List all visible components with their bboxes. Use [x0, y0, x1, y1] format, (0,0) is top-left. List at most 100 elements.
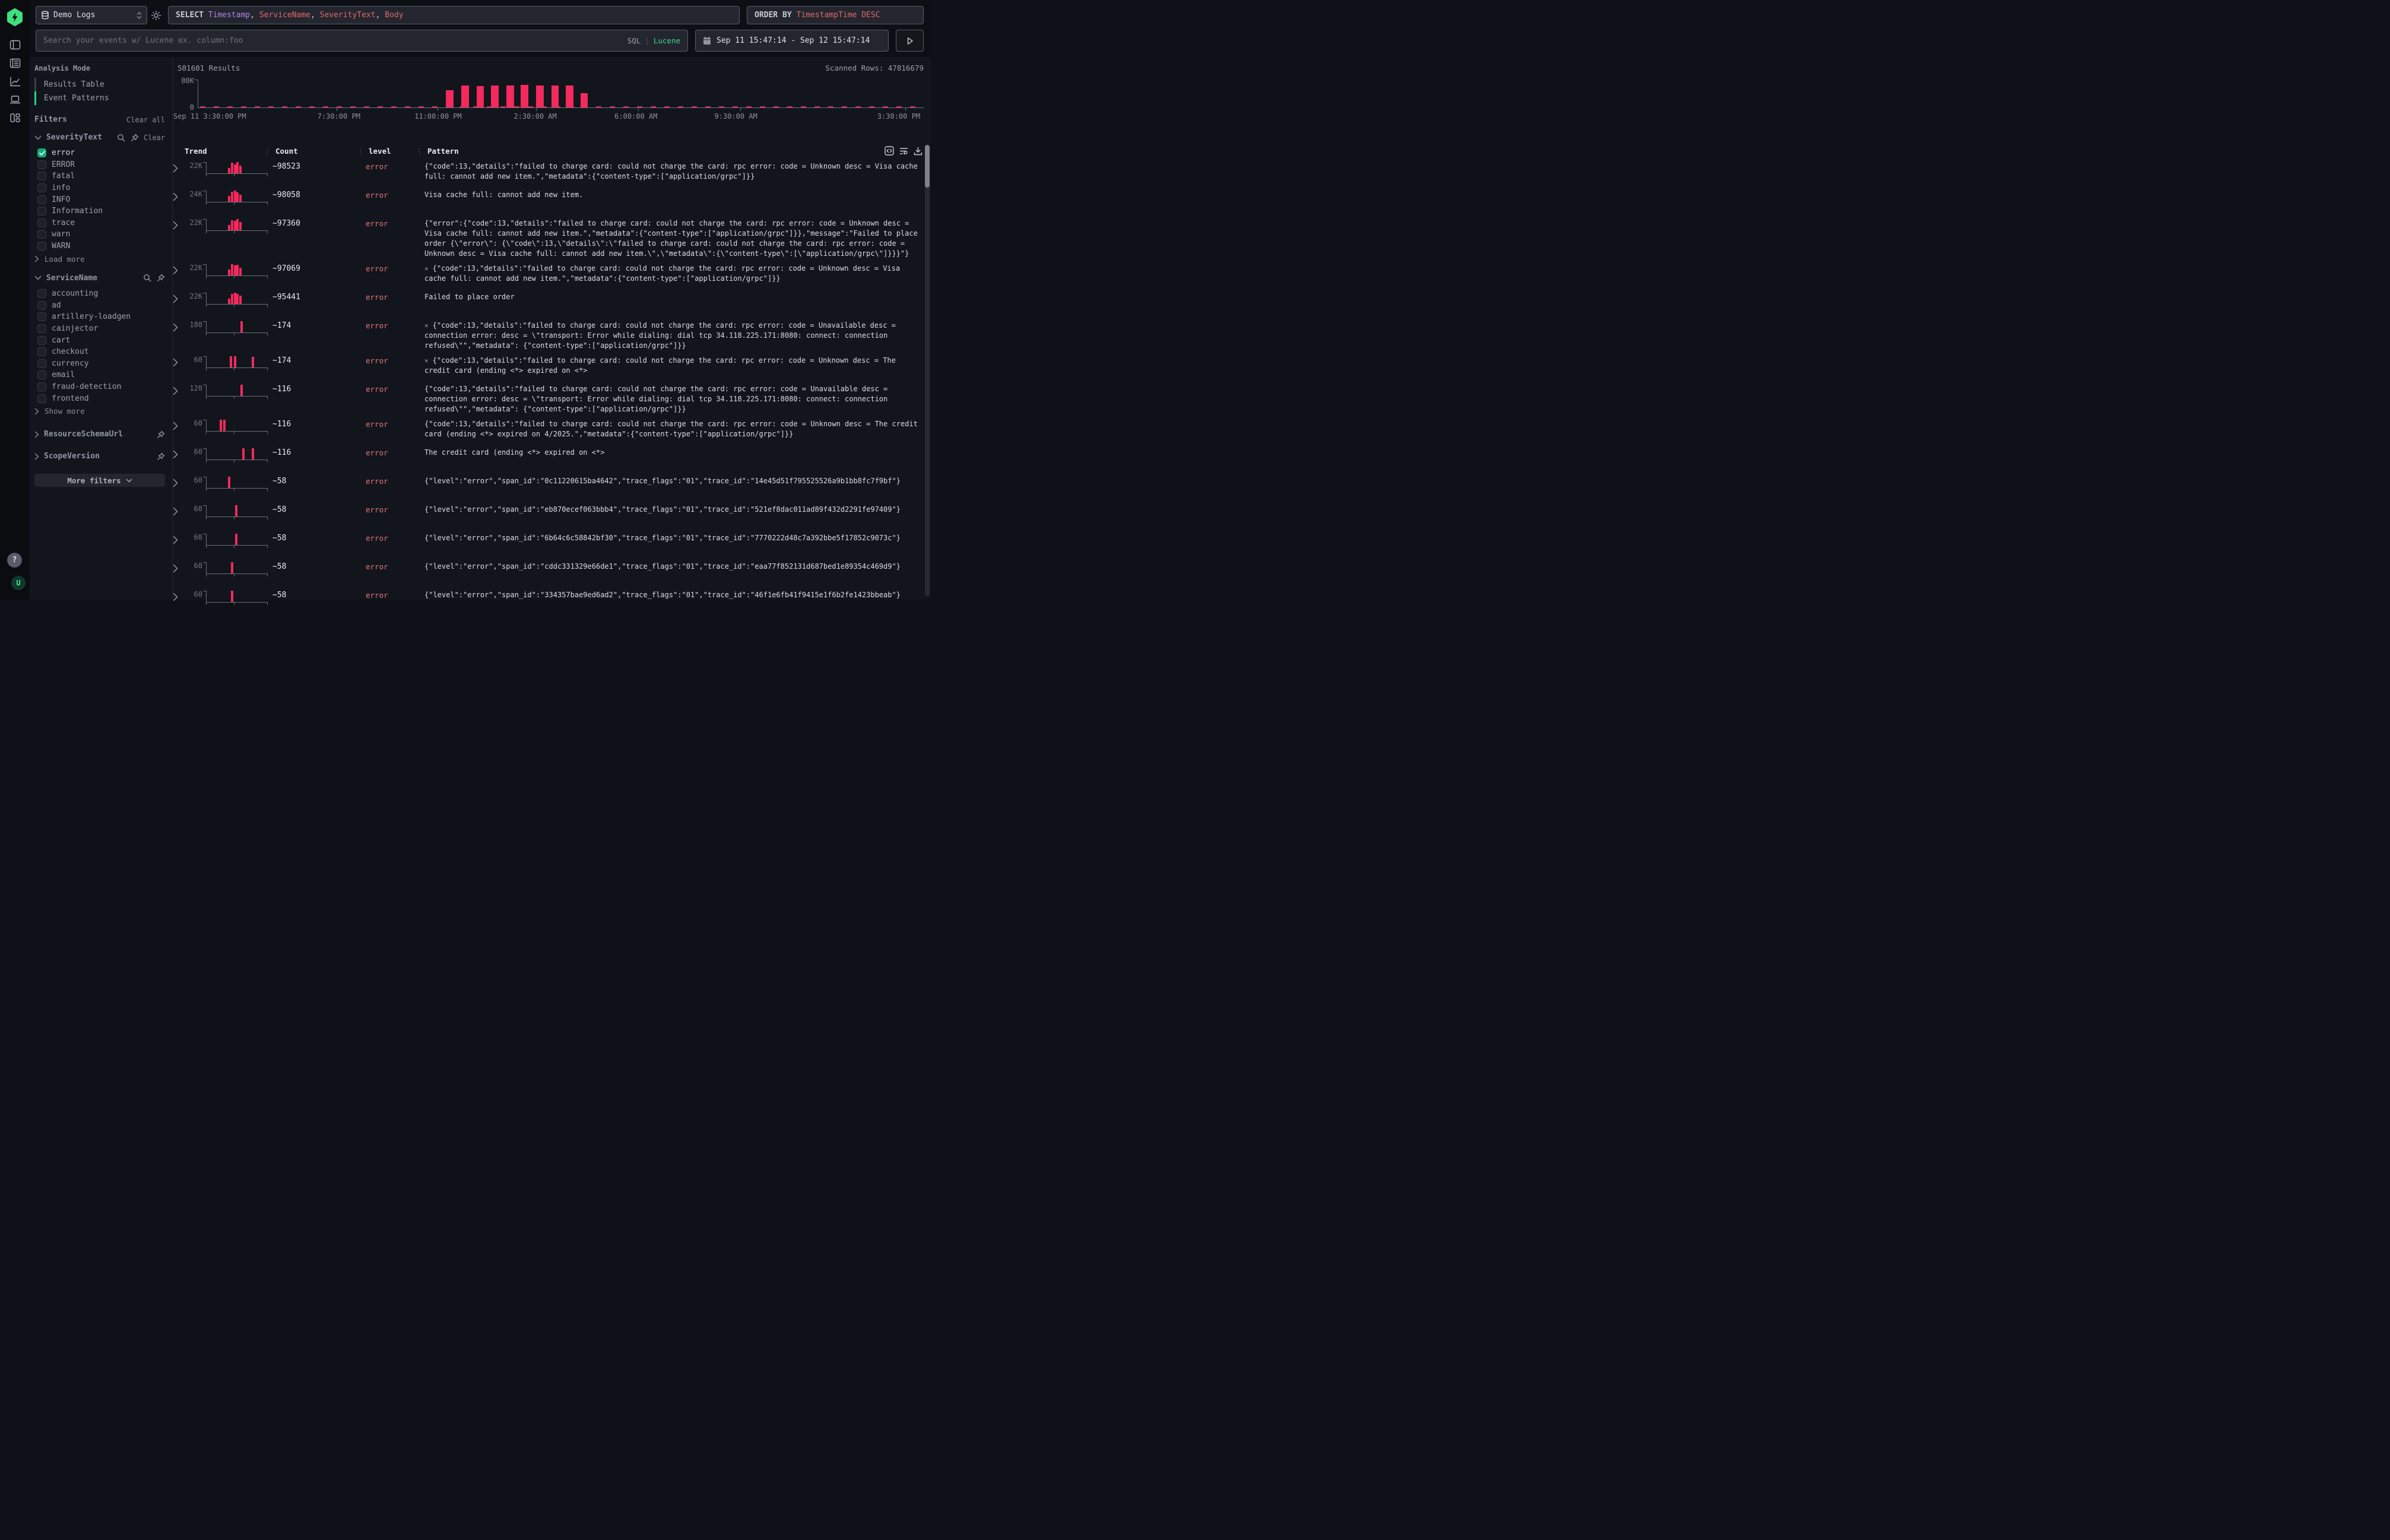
pin-icon[interactable]	[131, 134, 139, 142]
search-input[interactable]: Search your events w/ Lucene ex. column:…	[36, 30, 688, 52]
column-divider-icon[interactable]: ⋮	[416, 147, 423, 155]
histogram-bar[interactable]	[551, 85, 559, 107]
facet-header-SeverityText[interactable]: SeverityText Clear	[34, 133, 165, 142]
row-pattern[interactable]: {"error":{"code":13,"details":"failed to…	[424, 218, 931, 259]
expand-row-button[interactable]	[173, 504, 185, 516]
code-view-icon[interactable]	[885, 146, 894, 156]
facet-header-ServiceName[interactable]: ServiceName	[34, 274, 165, 283]
search-icon[interactable]	[117, 134, 125, 142]
facet-collapsed-ResourceSchemaUrl[interactable]: ResourceSchemaUrl	[34, 430, 165, 439]
row-pattern[interactable]: {"code":13,"details":"failed to charge c…	[424, 161, 931, 182]
source-select[interactable]: Demo Logs	[36, 6, 147, 24]
filter-option-warn[interactable]: warn	[34, 229, 165, 240]
expand-row-button[interactable]	[173, 590, 185, 601]
scrollbar-thumb[interactable]	[925, 145, 930, 188]
filter-option-checkout[interactable]: checkout	[34, 346, 165, 358]
sessions-icon[interactable]	[9, 95, 21, 104]
scrollbar-track[interactable]	[925, 145, 930, 596]
checkbox[interactable]	[37, 183, 46, 193]
gear-icon[interactable]	[151, 10, 161, 21]
histogram-bar[interactable]	[506, 85, 514, 107]
logs-icon[interactable]	[9, 58, 21, 68]
row-pattern[interactable]: {"code":13,"details":"failed to charge c…	[424, 384, 931, 414]
filter-option-INFO[interactable]: INFO	[34, 194, 165, 205]
filter-option-trace[interactable]: trace	[34, 217, 165, 229]
pin-icon[interactable]	[157, 274, 165, 282]
clear-all-filters[interactable]: Clear all	[126, 115, 165, 124]
expand-row-button[interactable]	[173, 161, 185, 173]
expand-row-button[interactable]	[173, 291, 185, 303]
pin-icon[interactable]	[157, 452, 165, 461]
row-pattern[interactable]: Visa cache full: cannot add new item.	[424, 190, 931, 200]
histogram-bar[interactable]	[521, 84, 529, 107]
results-histogram[interactable]: 80K 0 Sep 11 3:30:00 PM 7:30:00 PM 11:00:0…	[173, 77, 924, 122]
download-icon[interactable]	[914, 147, 923, 156]
checkbox[interactable]	[37, 207, 46, 216]
histogram-bar[interactable]	[446, 90, 454, 107]
histogram-bar[interactable]	[491, 85, 499, 107]
row-pattern[interactable]: The credit card (ending <*> expired on <…	[424, 448, 931, 458]
filter-option-WARN[interactable]: WARN	[34, 240, 165, 252]
filter-option-frontend[interactable]: frontend	[34, 392, 165, 404]
user-avatar[interactable]: U	[11, 576, 26, 590]
expand-row-button[interactable]	[173, 561, 185, 573]
checkbox[interactable]	[37, 172, 46, 181]
checkbox[interactable]	[37, 370, 46, 380]
filter-option-info[interactable]: info	[34, 182, 165, 194]
row-pattern[interactable]: {"level":"error","span_id":"6b64c6c58842…	[424, 533, 931, 543]
checkbox[interactable]	[37, 148, 46, 158]
filter-option-ad[interactable]: ad	[34, 300, 165, 312]
run-query-button[interactable]	[896, 30, 924, 52]
filter-option-error[interactable]: error	[34, 147, 165, 159]
checkbox[interactable]	[37, 382, 46, 391]
sql-mode-toggle[interactable]: SQL	[627, 36, 641, 45]
expand-row-button[interactable]	[173, 263, 185, 275]
row-pattern[interactable]: Failed to place order	[424, 292, 931, 302]
histogram-bar[interactable]	[461, 85, 469, 107]
expand-row-button[interactable]	[173, 533, 185, 544]
filter-option-fatal[interactable]: fatal	[34, 170, 165, 182]
checkbox[interactable]	[37, 347, 46, 357]
expand-row-button[interactable]	[173, 447, 185, 459]
row-pattern[interactable]: {"level":"error","span_id":"334357bae9ed…	[424, 590, 931, 600]
facet-clear-button[interactable]: Clear	[143, 133, 165, 142]
histogram-bar[interactable]	[566, 85, 573, 107]
checkbox[interactable]	[37, 218, 46, 227]
expand-row-button[interactable]	[173, 476, 185, 487]
checkbox[interactable]	[37, 359, 46, 368]
search-icon[interactable]	[143, 274, 151, 282]
more-filters-button[interactable]: More filters	[34, 474, 165, 487]
column-divider-icon[interactable]: ⋮	[357, 147, 364, 156]
checkbox[interactable]	[37, 324, 46, 334]
expand-row-button[interactable]	[173, 189, 185, 201]
expand-row-button[interactable]	[173, 218, 185, 230]
histogram-bar[interactable]	[476, 86, 484, 107]
filter-option-cart[interactable]: cart	[34, 334, 165, 346]
checkbox[interactable]	[37, 242, 46, 251]
help-button[interactable]: ?	[7, 553, 22, 568]
column-header-trend[interactable]: Trend	[185, 146, 207, 156]
panel-toggle-icon[interactable]	[9, 40, 21, 50]
filter-option-fraud-detection[interactable]: fraud-detection	[34, 381, 165, 393]
checkbox[interactable]	[37, 195, 46, 204]
column-header-level[interactable]: ⋮ level	[357, 146, 391, 156]
row-pattern[interactable]: {"level":"error","span_id":"cddc331329e6…	[424, 562, 931, 572]
filter-option-email[interactable]: email	[34, 369, 165, 381]
wrap-text-icon[interactable]	[899, 147, 908, 155]
checkbox[interactable]	[37, 335, 46, 345]
checkbox[interactable]	[37, 312, 46, 322]
dashboards-icon[interactable]	[9, 113, 21, 123]
filter-option-currency[interactable]: currency	[34, 358, 165, 370]
filter-option-accounting[interactable]: accounting	[34, 288, 165, 300]
show-more-link[interactable]: Show more	[34, 405, 165, 417]
load-more-link[interactable]: Load more	[34, 253, 165, 265]
analysis-mode-item-results-table[interactable]: Results Table	[34, 78, 165, 91]
checkbox[interactable]	[37, 300, 46, 310]
expand-row-button[interactable]	[173, 320, 185, 332]
filter-option-Information[interactable]: Information	[34, 205, 165, 217]
filter-option-artillery-loadgen[interactable]: artillery-loadgen	[34, 311, 165, 323]
expand-row-button[interactable]	[173, 419, 185, 430]
row-pattern[interactable]: {"level":"error","span_id":"0c11220615ba…	[424, 476, 931, 486]
pin-icon[interactable]	[157, 430, 165, 439]
checkbox[interactable]	[37, 160, 46, 169]
